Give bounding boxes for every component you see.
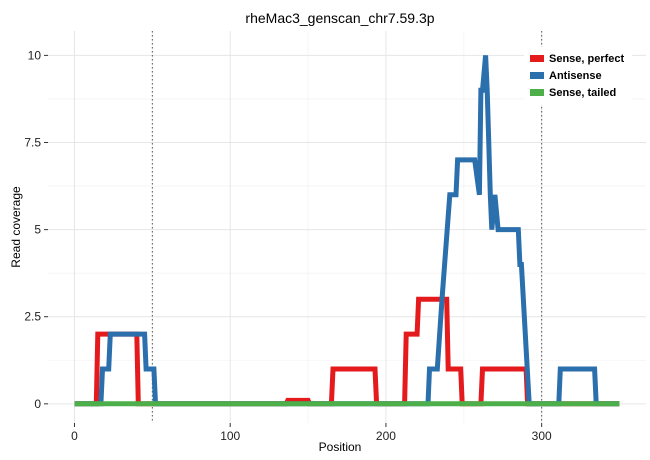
series-line bbox=[74, 55, 620, 407]
legend-key bbox=[530, 72, 544, 79]
chart-title: rheMac3_genscan_chr7.59.3p bbox=[245, 10, 434, 26]
x-axis-ticks: 0 100 200 300 bbox=[71, 423, 552, 443]
x-axis-title: Position bbox=[319, 440, 362, 454]
x-tick-label: 0 bbox=[71, 429, 78, 443]
x-tick-label: 100 bbox=[220, 429, 240, 443]
series-lines bbox=[74, 55, 620, 407]
y-axis-ticks: 0 2.5 5 7.5 10 bbox=[24, 48, 48, 411]
y-tick-label: 0 bbox=[34, 397, 41, 411]
legend-label: Sense, perfect bbox=[549, 53, 625, 65]
legend-key bbox=[530, 55, 544, 62]
y-tick-label: 10 bbox=[28, 48, 42, 62]
x-tick-label: 300 bbox=[532, 429, 552, 443]
y-axis-title: Read coverage bbox=[9, 186, 23, 268]
legend-label: Sense, tailed bbox=[549, 87, 616, 99]
legend-label: Antisense bbox=[549, 70, 602, 82]
y-tick-label: 7.5 bbox=[24, 136, 41, 150]
y-tick-label: 2.5 bbox=[24, 310, 41, 324]
y-tick-label: 5 bbox=[34, 223, 41, 237]
x-tick-label: 200 bbox=[376, 429, 396, 443]
legend-key bbox=[530, 89, 544, 96]
legend: Sense, perfect Antisense Sense, tailed bbox=[524, 47, 632, 105]
